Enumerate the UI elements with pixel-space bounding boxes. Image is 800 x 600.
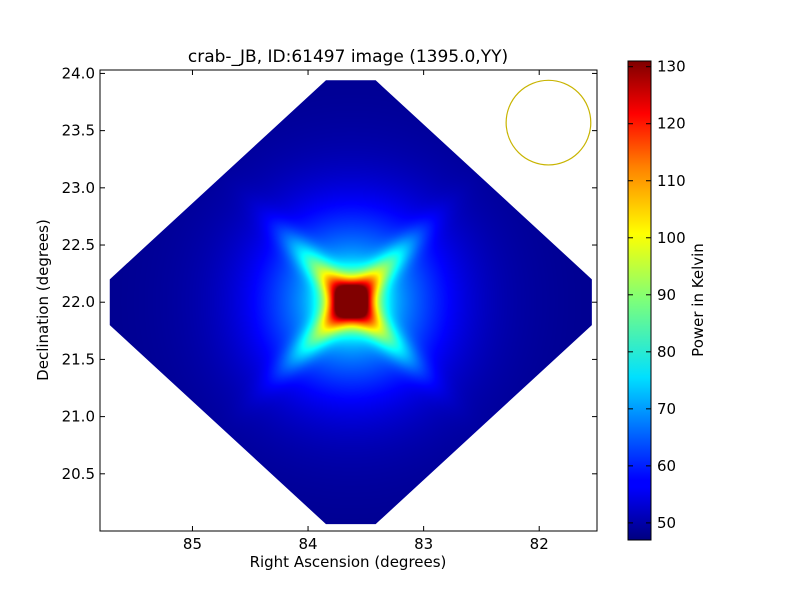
y-axis-ticks: 20.5 21.0 21.5 22.0 22.5 23.0 23.5 24.0 xyxy=(62,64,597,483)
y-tick-label: 21.0 xyxy=(62,408,95,426)
y-tick-label: 22.0 xyxy=(62,293,95,311)
chart-title: crab-_JB, ID:61497 image (1395.0,YY) xyxy=(188,47,508,67)
colorbar-tick-label: 50 xyxy=(657,514,676,532)
colorbar-tick-label: 90 xyxy=(657,286,676,304)
plot-frame xyxy=(99,69,598,532)
y-tick-label: 24.0 xyxy=(62,64,95,82)
x-tick-label: 84 xyxy=(298,535,317,553)
beam-circle xyxy=(505,79,592,166)
y-tick-label: 23.5 xyxy=(62,122,95,140)
x-axis-ticks: 85 84 83 82 xyxy=(183,70,549,553)
x-tick-label: 82 xyxy=(530,535,549,553)
x-tick-label: 83 xyxy=(414,535,433,553)
x-tick-label: 85 xyxy=(183,535,202,553)
colorbar-tick-label: 130 xyxy=(657,58,686,76)
colorbar-tick-label: 70 xyxy=(657,400,676,418)
colorbar-tick-label: 80 xyxy=(657,343,676,361)
y-tick-label: 23.0 xyxy=(62,179,95,197)
colorbar xyxy=(627,60,652,541)
colorbar-tick-label: 120 xyxy=(657,115,686,133)
colorbar-tick-label: 100 xyxy=(657,229,686,247)
colorbar-tick-label: 60 xyxy=(657,457,676,475)
y-tick-label: 21.5 xyxy=(62,350,95,368)
colorbar-tick-label: 110 xyxy=(657,172,686,190)
x-axis-label: Right Ascension (degrees) xyxy=(250,553,447,571)
y-tick-label: 22.5 xyxy=(62,236,95,254)
colorbar-ticks: 50 60 70 80 90 100 110 120 130 xyxy=(628,58,686,532)
y-tick-label: 20.5 xyxy=(62,465,95,483)
y-axis-label: Declination (degrees) xyxy=(34,219,52,381)
colorbar-label: Power in Kelvin xyxy=(689,243,707,357)
